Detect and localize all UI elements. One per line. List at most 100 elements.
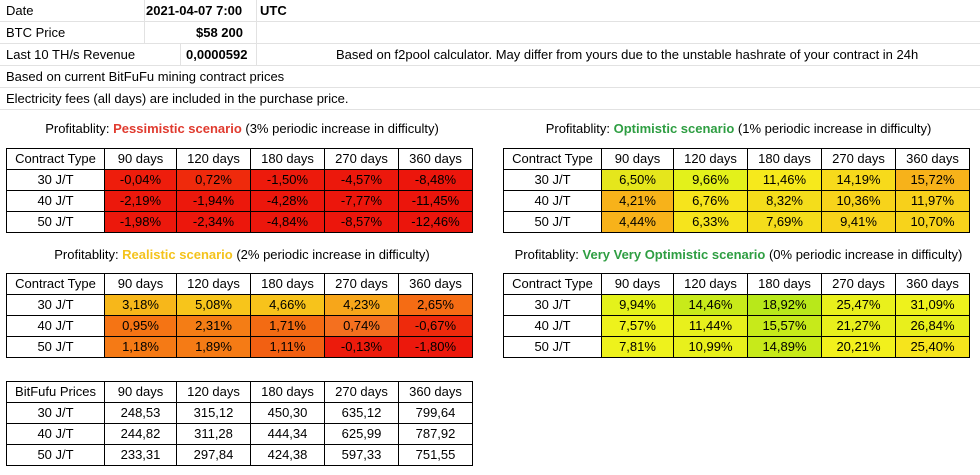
- header-corner: Contract Type: [6, 148, 105, 170]
- value-cell: 597,33: [324, 444, 399, 466]
- btc-label: BTC Price: [6, 25, 66, 40]
- value-cell: 9,66%: [673, 169, 748, 191]
- value-cell: 21,27%: [821, 315, 896, 337]
- scenario-name: Very Very Optimistic scenario: [582, 247, 766, 262]
- table-row: 50 J/T 1,18% 1,89% 1,11% -0,13% -1,80%: [6, 336, 473, 358]
- title-prefix: Profitablity:: [514, 247, 583, 262]
- column-header: 120 days: [673, 273, 748, 295]
- column-header: 270 days: [324, 148, 399, 170]
- title-suffix: (3% periodic increase in difficulty): [241, 121, 439, 136]
- column-header: 360 days: [398, 148, 473, 170]
- title-prefix: Profitablity:: [54, 247, 123, 262]
- info-row-note-fees: Electricity fees (all days) are included…: [0, 88, 980, 110]
- title-prefix: Profitablity:: [545, 121, 614, 136]
- value-cell: 2,65%: [398, 294, 473, 316]
- row-label: 50 J/T: [6, 211, 105, 233]
- value-cell: 799,64: [398, 402, 473, 424]
- value-cell: 31,09%: [895, 294, 970, 316]
- value-cell: 20,21%: [821, 336, 896, 358]
- value-cell: 26,84%: [895, 315, 970, 337]
- value-cell: -0,67%: [398, 315, 473, 337]
- header-corner: Contract Type: [503, 273, 602, 295]
- row-label: 50 J/T: [503, 211, 602, 233]
- table-pessimistic: Contract Type 90 days 120 days 180 days 270 …: [6, 148, 473, 233]
- info-row-revenue: Last 10 TH/s Revenue 0,0000592 Based on …: [0, 44, 980, 66]
- column-header: 90 days: [104, 273, 177, 295]
- value-cell: -2,19%: [104, 190, 177, 212]
- value-cell: 11,44%: [673, 315, 748, 337]
- revenue-label: Last 10 TH/s Revenue: [6, 47, 136, 62]
- row-label: 50 J/T: [503, 336, 602, 358]
- value-cell: 14,46%: [673, 294, 748, 316]
- title-realistic: Profitablity: Realistic scenario (2% per…: [0, 244, 484, 266]
- table-row: 50 J/T -1,98% -2,34% -4,84% -8,57% -12,46%: [6, 211, 473, 233]
- table-row: 30 J/T 6,50% 9,66% 11,46% 14,19% 15,72%: [503, 169, 970, 191]
- value-cell: 233,31: [104, 444, 177, 466]
- column-header: 90 days: [601, 148, 674, 170]
- table-row: 30 J/T 248,53 315,12 450,30 635,12 799,64: [6, 402, 473, 424]
- value-cell: -8,57%: [324, 211, 399, 233]
- table-row: 50 J/T 233,31 297,84 424,38 597,33 751,55: [6, 444, 473, 466]
- value-cell: 0,72%: [176, 169, 251, 191]
- column-header: 360 days: [895, 148, 970, 170]
- info-row-note-prices: Based on current BitFuFu mining contract…: [0, 66, 980, 88]
- value-cell: -4,84%: [250, 211, 325, 233]
- revenue-note: Based on f2pool calculator. May differ f…: [336, 47, 919, 62]
- value-cell: -12,46%: [398, 211, 473, 233]
- value-cell: 3,18%: [104, 294, 177, 316]
- title-suffix: (2% periodic increase in difficulty): [232, 247, 430, 262]
- row-label: 40 J/T: [6, 190, 105, 212]
- value-cell: 751,55: [398, 444, 473, 466]
- value-cell: -7,77%: [324, 190, 399, 212]
- table-row: 30 J/T 3,18% 5,08% 4,66% 4,23% 2,65%: [6, 294, 473, 316]
- column-header: 270 days: [324, 273, 399, 295]
- column-header: 90 days: [104, 148, 177, 170]
- title-suffix: (1% periodic increase in difficulty): [734, 121, 932, 136]
- header-corner: Contract Type: [503, 148, 602, 170]
- value-cell: -1,94%: [176, 190, 251, 212]
- column-header: 180 days: [747, 273, 822, 295]
- value-cell: 7,69%: [747, 211, 822, 233]
- value-cell: 1,11%: [250, 336, 325, 358]
- table-row: 40 J/T 244,82 311,28 444,34 625,99 787,92: [6, 423, 473, 445]
- column-header: 360 days: [398, 381, 473, 403]
- header-corner: BitFufu Prices: [6, 381, 105, 403]
- column-header: 90 days: [104, 381, 177, 403]
- info-row-date: Date 2021-04-07 7:00 UTC: [0, 0, 980, 22]
- table-row: 50 J/T 7,81% 10,99% 14,89% 20,21% 25,40%: [503, 336, 970, 358]
- table-realistic: Contract Type 90 days 120 days 180 days 270 …: [6, 273, 473, 358]
- value-cell: 0,74%: [324, 315, 399, 337]
- column-header: 180 days: [250, 381, 325, 403]
- title-prefix: Profitablity:: [45, 121, 114, 136]
- row-label: 30 J/T: [503, 294, 602, 316]
- table-row: 40 J/T 7,57% 11,44% 15,57% 21,27% 26,84%: [503, 315, 970, 337]
- scenario-name: Pessimistic scenario: [113, 121, 242, 136]
- row-label: 40 J/T: [6, 423, 105, 445]
- value-cell: 25,40%: [895, 336, 970, 358]
- value-cell: 4,44%: [601, 211, 674, 233]
- column-header: 120 days: [176, 148, 251, 170]
- value-cell: 1,71%: [250, 315, 325, 337]
- table-row: 40 J/T -2,19% -1,94% -4,28% -7,77% -11,45%: [6, 190, 473, 212]
- row-label: 40 J/T: [503, 315, 602, 337]
- column-header: 180 days: [250, 148, 325, 170]
- date-value: 2021-04-07 7:00: [146, 3, 243, 18]
- value-cell: 11,46%: [747, 169, 822, 191]
- value-cell: -1,80%: [398, 336, 473, 358]
- value-cell: -1,50%: [250, 169, 325, 191]
- row-label: 40 J/T: [6, 315, 105, 337]
- row-label: 30 J/T: [6, 169, 105, 191]
- value-cell: 7,57%: [601, 315, 674, 337]
- value-cell: 10,70%: [895, 211, 970, 233]
- column-header: 270 days: [821, 148, 896, 170]
- value-cell: 1,89%: [176, 336, 251, 358]
- value-cell: -1,98%: [104, 211, 177, 233]
- value-cell: 4,66%: [250, 294, 325, 316]
- column-header: 120 days: [673, 148, 748, 170]
- column-header: 120 days: [176, 273, 251, 295]
- value-cell: 15,72%: [895, 169, 970, 191]
- column-header: 90 days: [601, 273, 674, 295]
- column-header: 270 days: [821, 273, 896, 295]
- info-row-btc: BTC Price $58 200: [0, 22, 980, 44]
- table-row: 30 J/T 9,94% 14,46% 18,92% 25,47% 31,09%: [503, 294, 970, 316]
